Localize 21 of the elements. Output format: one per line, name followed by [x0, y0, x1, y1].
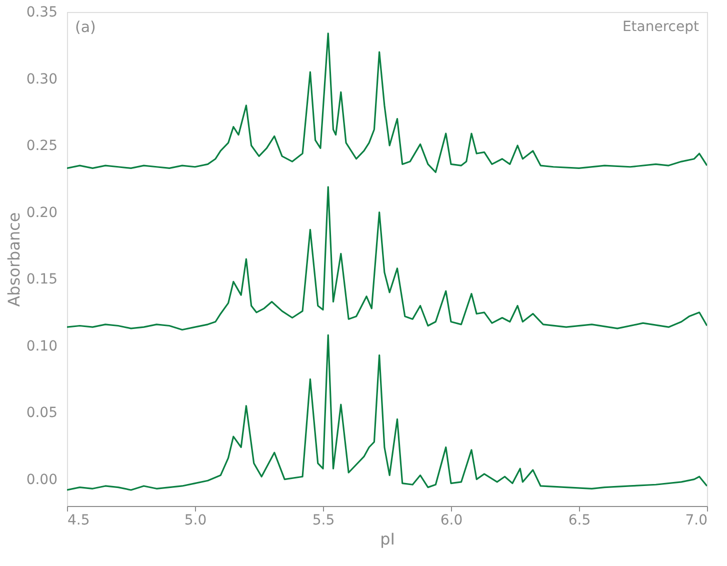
y-tick-label: 0.10 — [26, 338, 58, 354]
y-axis-title: Absorbance — [4, 212, 24, 307]
x-tick-label: 5.0 — [184, 512, 207, 528]
annotation: (a) — [75, 18, 96, 36]
annotation: Etanercept — [622, 19, 700, 35]
x-tick-label: 7.0 — [685, 512, 708, 528]
line-series — [67, 32, 707, 174]
line-series — [67, 186, 707, 331]
x-tick-label: 6.5 — [568, 512, 591, 528]
x-tick-label: 4.5 — [68, 512, 90, 528]
y-tick-label: 0.35 — [26, 4, 58, 20]
y-tick-label: 0.25 — [26, 138, 58, 154]
line-series — [67, 334, 707, 491]
y-tick-label: 0.00 — [26, 472, 58, 488]
y-tick-label: 0.20 — [26, 204, 58, 221]
y-tick-label: 0.30 — [26, 71, 58, 88]
x-tick-label: 5.5 — [312, 512, 335, 528]
x-axis-title: pI — [380, 530, 395, 548]
y-tick-label: 0.15 — [26, 272, 58, 288]
y-tick-label: 0.05 — [26, 405, 58, 422]
x-tick-label: 6.0 — [440, 512, 463, 528]
